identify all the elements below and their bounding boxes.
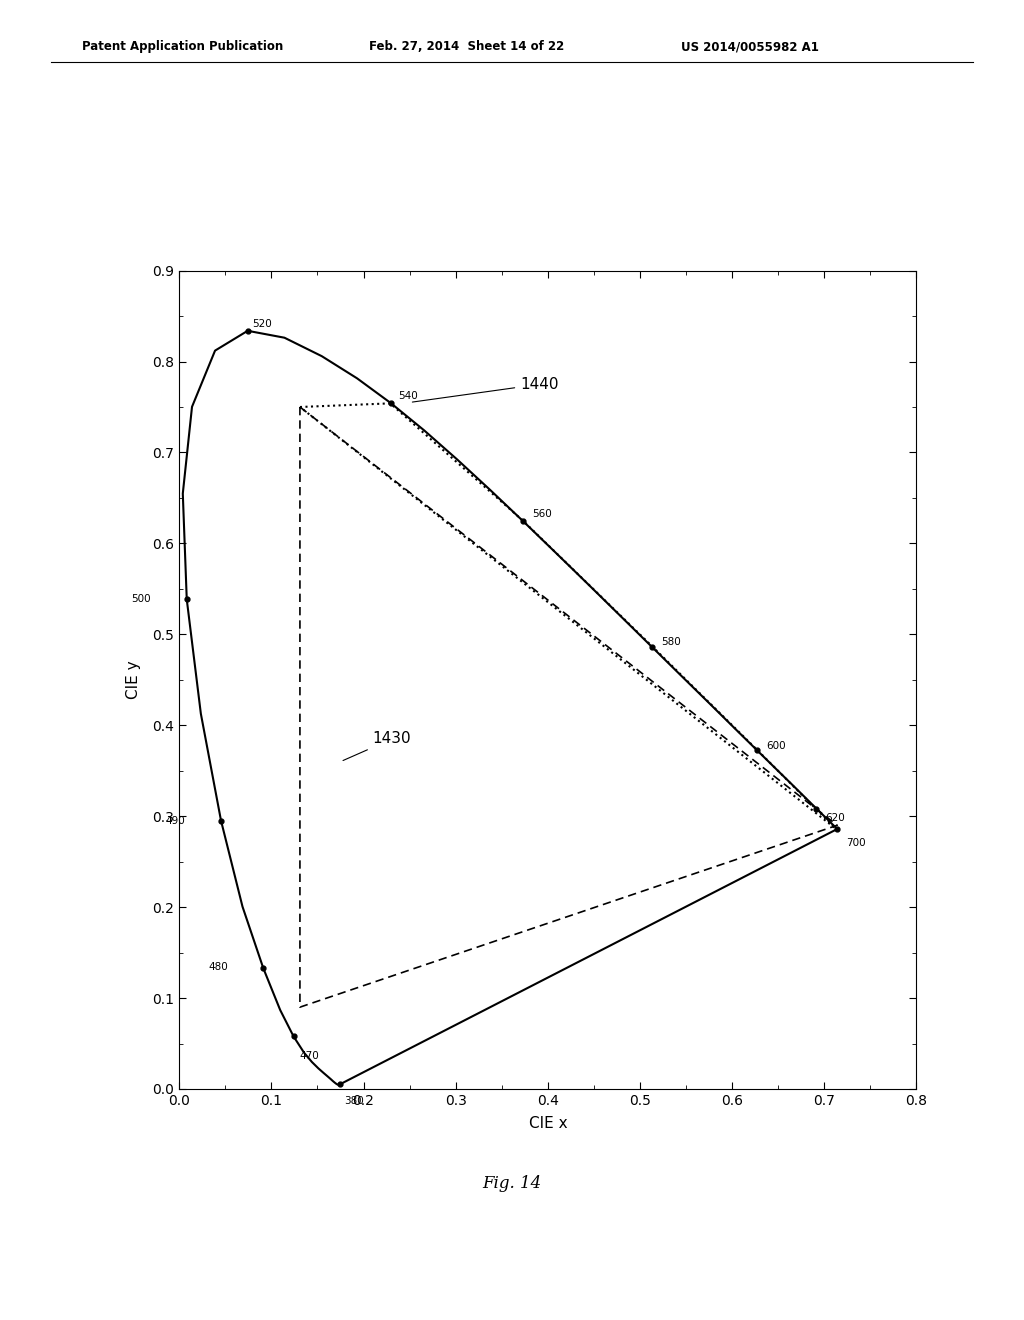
Text: 480: 480: [208, 961, 227, 972]
Text: 620: 620: [825, 813, 846, 822]
Text: 600: 600: [766, 741, 785, 751]
Text: 560: 560: [532, 508, 552, 519]
Text: 700: 700: [847, 838, 866, 847]
Text: 470: 470: [299, 1052, 318, 1061]
X-axis label: CIE x: CIE x: [528, 1117, 567, 1131]
Text: 490: 490: [166, 816, 185, 826]
Text: US 2014/0055982 A1: US 2014/0055982 A1: [681, 40, 819, 53]
Text: 540: 540: [398, 391, 418, 401]
Text: 580: 580: [660, 638, 681, 647]
Y-axis label: CIE y: CIE y: [126, 660, 141, 700]
Text: Fig. 14: Fig. 14: [482, 1175, 542, 1192]
Text: Feb. 27, 2014  Sheet 14 of 22: Feb. 27, 2014 Sheet 14 of 22: [369, 40, 564, 53]
Text: Patent Application Publication: Patent Application Publication: [82, 40, 284, 53]
Text: 1440: 1440: [413, 376, 559, 403]
Text: 1430: 1430: [343, 731, 412, 760]
Text: 380: 380: [344, 1096, 364, 1106]
Text: 500: 500: [131, 594, 152, 605]
Text: 520: 520: [252, 318, 272, 329]
